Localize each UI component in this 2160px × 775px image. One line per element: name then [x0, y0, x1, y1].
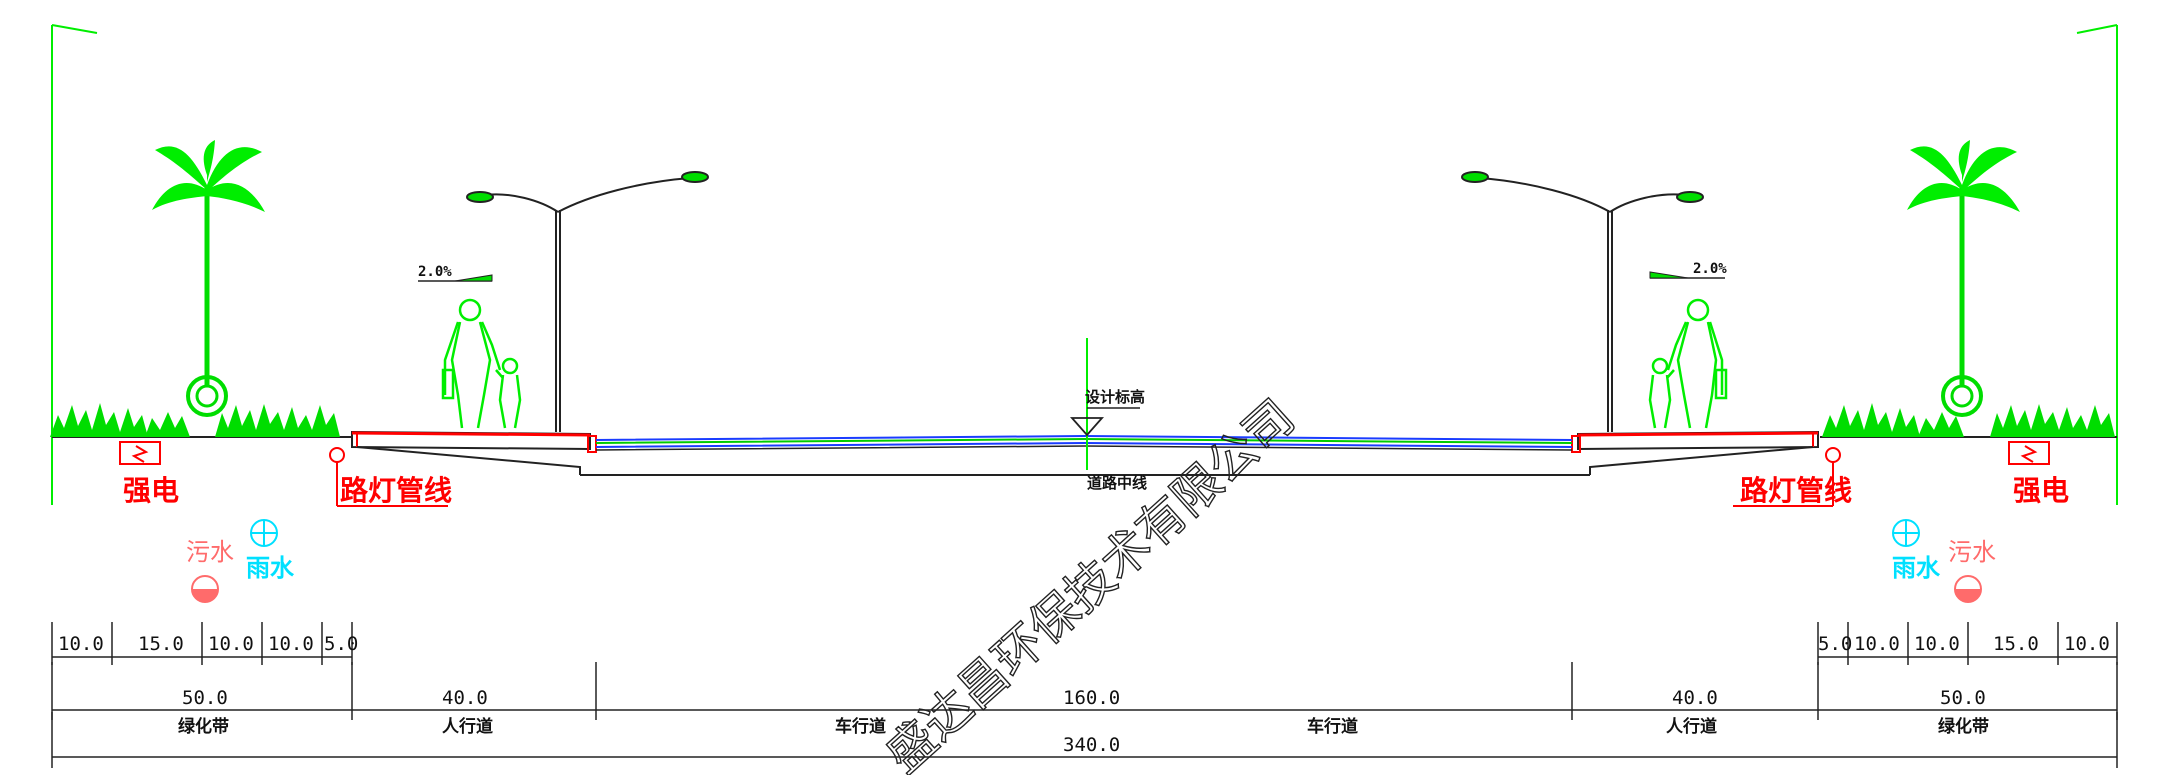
street-light-pipe-marker-right: 路灯管线 — [1733, 447, 1852, 507]
dim-roadway: 160.0 — [1063, 687, 1120, 709]
dim-total-width: 340.0 — [1063, 734, 1120, 756]
rainwater-label-right: 雨水 — [1892, 554, 1941, 582]
dim-left-4: 10.0 — [268, 633, 314, 655]
dim-green-right: 50.0 — [1940, 687, 1986, 709]
boundary-line-right — [2076, 24, 2118, 505]
dimension-row-top-right: 5.0 10.0 10.0 15.0 10.0 — [1817, 622, 2118, 665]
zone-sidewalk-left: 人行道 — [442, 716, 493, 737]
dim-left-5: 5.0 — [324, 633, 358, 655]
dim-right-2: 10.0 — [1854, 633, 1900, 655]
rainwater-pipe-marker-left: 雨水 — [246, 519, 295, 582]
road-centerline: 设计标高 道路中线 — [1070, 338, 1147, 492]
strong-power-label-right: 强电 — [2013, 474, 2069, 507]
zone-lane-right: 车行道 — [1307, 716, 1358, 737]
street-light-pipe-marker-left: 路灯管线 — [329, 447, 452, 507]
street-lamp-left — [466, 171, 709, 432]
street-light-pipe-label-left: 路灯管线 — [340, 474, 452, 507]
sewage-pipe-marker-left: 污水 — [186, 538, 234, 603]
dim-right-3: 10.0 — [1914, 633, 1960, 655]
sidewalk-left — [351, 430, 597, 475]
strong-power-marker-right: 强电 — [2008, 441, 2069, 507]
dim-right-4: 15.0 — [1993, 633, 2039, 655]
dim-left-1: 10.0 — [58, 633, 104, 655]
design-elevation-label: 设计标高 — [1085, 388, 1145, 406]
pedestrians-right — [1648, 298, 1728, 429]
zone-sidewalk-right: 人行道 — [1666, 716, 1717, 737]
palm-tree-right — [1907, 140, 2020, 417]
rainwater-pipe-marker-right: 雨水 — [1892, 519, 1941, 582]
street-lamp-right — [1461, 171, 1704, 432]
sewage-label-right: 污水 — [1948, 538, 1996, 566]
pedestrians-left — [441, 298, 522, 429]
sidewalk-right — [1571, 430, 1819, 475]
roadway-pavement — [579, 434, 1591, 476]
zone-lane-left: 车行道 — [835, 716, 886, 737]
dim-sidewalk-left: 40.0 — [442, 687, 488, 709]
dimension-row-top-left: 10.0 15.0 10.0 10.0 5.0 — [51, 622, 358, 665]
dim-left-2: 15.0 — [138, 633, 184, 655]
strong-power-marker-left: 强电 — [119, 441, 179, 507]
sewage-pipe-marker-right: 污水 — [1948, 538, 1996, 603]
dim-sidewalk-right: 40.0 — [1672, 687, 1718, 709]
palm-tree-left — [152, 140, 265, 417]
dim-right-5: 10.0 — [2064, 633, 2110, 655]
dim-left-3: 10.0 — [208, 633, 254, 655]
dim-green-left: 50.0 — [182, 687, 228, 709]
dimension-row-total: 340.0 — [51, 712, 2118, 768]
green-belt-right-ground — [1820, 403, 2117, 438]
boundary-line-left — [51, 24, 98, 505]
slope-label-left: 2.0% — [418, 264, 452, 280]
slope-indicator-left: 2.0% — [418, 264, 493, 282]
centerline-label: 道路中线 — [1087, 474, 1147, 492]
dimension-row-sections: 50.0 40.0 160.0 40.0 50.0 绿化带 人行道 车行道 车行… — [51, 662, 2118, 737]
strong-power-label-left: 强电 — [123, 474, 179, 507]
slope-indicator-right: 2.0% — [1649, 261, 1727, 279]
dim-right-1: 5.0 — [1818, 633, 1852, 655]
rainwater-label-left: 雨水 — [246, 554, 295, 582]
green-belt-left-ground — [50, 403, 352, 438]
sewage-label-left: 污水 — [186, 538, 234, 566]
zone-green-right: 绿化带 — [1938, 716, 1989, 737]
street-light-pipe-label-right: 路灯管线 — [1740, 474, 1852, 507]
slope-label-right: 2.0% — [1693, 261, 1727, 277]
zone-green-left: 绿化带 — [178, 716, 229, 737]
